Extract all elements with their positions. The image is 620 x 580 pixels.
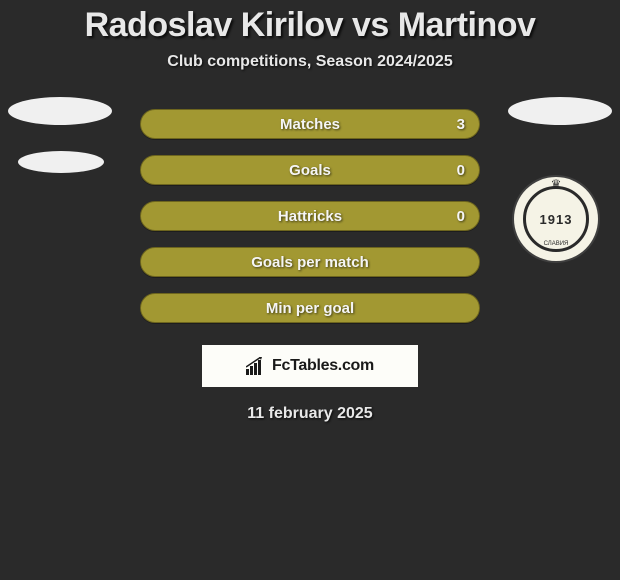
stat-row-min-per-goal: Min per goal xyxy=(140,293,480,323)
crown-icon: ♛ xyxy=(551,177,562,191)
player-marker-right-1 xyxy=(508,97,612,125)
stat-label: Goals xyxy=(289,162,331,179)
stat-row-hattricks: Hattricks 0 xyxy=(140,201,480,231)
brand-badge[interactable]: FcTables.com xyxy=(202,345,418,387)
player-marker-left-1 xyxy=(8,97,112,125)
subtitle: Club competitions, Season 2024/2025 xyxy=(167,53,452,71)
stat-value: 3 xyxy=(457,116,465,133)
club-badge-inner: ♛ 1913 СЛАВИЯ xyxy=(523,186,589,252)
bar-chart-icon xyxy=(246,357,268,375)
stat-value: 0 xyxy=(457,208,465,225)
stat-row-matches: Matches 3 xyxy=(140,109,480,139)
right-player-markers: ♛ 1913 СЛАВИЯ xyxy=(508,97,612,125)
stat-value: 0 xyxy=(457,162,465,179)
brand-text: FcTables.com xyxy=(272,357,374,375)
stat-label: Min per goal xyxy=(266,300,354,317)
date-text: 11 february 2025 xyxy=(247,405,372,423)
page-title: Radoslav Kirilov vs Martinov xyxy=(85,6,536,45)
club-badge: ♛ 1913 СЛАВИЯ xyxy=(514,177,598,261)
club-year: 1913 xyxy=(540,212,573,227)
comparison-card: Radoslav Kirilov vs Martinov Club compet… xyxy=(0,0,620,580)
stat-row-goals-per-match: Goals per match xyxy=(140,247,480,277)
stat-label: Goals per match xyxy=(251,254,369,271)
stats-region: ♛ 1913 СЛАВИЯ Matches 3 Goals 0 Hattrick… xyxy=(0,109,620,323)
stat-row-goals: Goals 0 xyxy=(140,155,480,185)
left-player-markers xyxy=(8,97,112,173)
club-arc-text: СЛАВИЯ xyxy=(544,241,569,247)
stats-list: Matches 3 Goals 0 Hattricks 0 Goals per … xyxy=(140,109,480,323)
stat-label: Hattricks xyxy=(278,208,342,225)
stat-label: Matches xyxy=(280,116,340,133)
player-marker-left-2 xyxy=(18,151,104,173)
